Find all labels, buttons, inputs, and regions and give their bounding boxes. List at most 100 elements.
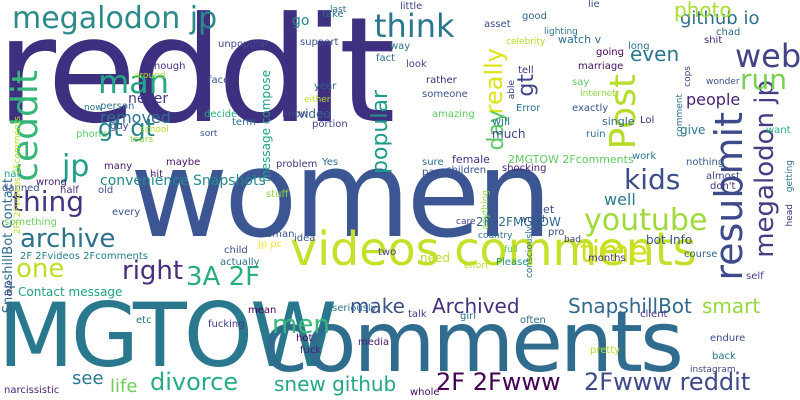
word-men: men [272, 310, 330, 340]
word-often: often [520, 315, 546, 326]
word-never: never [128, 91, 169, 107]
word-reddit: reddit [0, 0, 396, 156]
word-lighting: lighting [544, 27, 578, 37]
word-know: know [282, 109, 309, 120]
word-etc: etc [136, 315, 152, 326]
word-comments: comments [262, 293, 684, 391]
word-give: give [680, 123, 706, 137]
word-children: children [446, 165, 487, 176]
word-mean: mean [248, 305, 277, 316]
word-exactly: exactly [572, 103, 609, 114]
word-fucking: fucking [208, 319, 245, 330]
word-even: even [630, 42, 680, 66]
word-think: think [374, 7, 455, 45]
word-able: able [507, 80, 517, 100]
word-effort: effort [464, 261, 489, 271]
word-sort: sort [200, 129, 218, 139]
word-2fvideos-2fcomments: 2F 2Fvideos 2Fcomments [20, 251, 148, 262]
word-2fwww-reddit: 2Fwww reddit [584, 368, 751, 396]
word-rather: rather [426, 75, 457, 86]
word-around: around [134, 71, 166, 81]
word-months: months [588, 253, 626, 264]
word-kids: kids [624, 163, 681, 196]
word-tours: tours [130, 135, 154, 145]
word-child: child [224, 245, 248, 256]
word-removed: removed [100, 108, 171, 127]
word-someone: someone [422, 89, 468, 100]
word-old: old [98, 185, 114, 196]
word-celebrity: celebrity [506, 37, 546, 47]
word-snapshillbot: SnapshillBot [568, 294, 692, 318]
word-maybe: maybe [166, 157, 201, 168]
word-endure: endure [710, 333, 746, 344]
word-go: go [292, 13, 310, 29]
word-let: let [540, 203, 555, 216]
word-popular: popular [368, 90, 393, 174]
word-jp-pc: jp pc [258, 239, 283, 250]
word-guy: guy [110, 121, 129, 132]
word-term: term [232, 117, 256, 128]
word-going: going [596, 47, 624, 58]
word-single: single [602, 115, 635, 128]
word-chad: chad [716, 27, 741, 38]
word-hit: hit [150, 169, 164, 180]
word-2fr-2fvideos-2fcomments: 2Fr 2Fvideos 2Fcomments [13, 116, 23, 235]
word-instagram: instagram [690, 365, 736, 375]
word-asset: asset [484, 19, 511, 30]
word-actually: actually [220, 257, 260, 268]
word-megalodon-jp: megalodon jp [12, 1, 218, 36]
word-something: something [4, 217, 57, 228]
word-female: female [452, 153, 490, 166]
word-client: client [640, 309, 668, 320]
word-women: women [130, 126, 552, 265]
word-school: school [140, 125, 169, 135]
word-github-io: github io [680, 8, 760, 29]
word-amazing: amazing [432, 109, 475, 120]
word-idea: idea [294, 233, 316, 244]
word-talk: talk [408, 309, 427, 320]
word-bad: bad [564, 235, 581, 245]
word-cops: cops [683, 66, 693, 87]
word-fuck: fuck [300, 345, 322, 356]
word-every: every [112, 207, 141, 218]
word-media: media [358, 337, 390, 348]
word-error: Error [516, 103, 541, 114]
word-smart: smart [702, 294, 761, 318]
word-half: half [60, 185, 79, 196]
word-stuff: stuff [266, 189, 289, 200]
word-lol: Lol [640, 115, 655, 126]
word-video: video [298, 107, 331, 121]
word-well: well [604, 190, 636, 209]
word-good: good [522, 11, 547, 22]
word-way: way [390, 41, 411, 52]
word-pro: pro [548, 227, 565, 238]
word-bot-info: bot Info [646, 233, 693, 247]
word-many: many [104, 161, 133, 172]
word-fact: fact [376, 53, 396, 64]
word-two: two [378, 247, 397, 258]
word-look: look [406, 59, 427, 70]
word-web: web [735, 37, 800, 75]
word-people: people [686, 90, 741, 109]
word-want: want [766, 125, 791, 136]
word-2fr-2fmgtow: 2Fr 2FMGTOW [476, 215, 561, 229]
word-almost: almost [706, 171, 740, 182]
word-back: back [712, 351, 736, 362]
word-megalodon-jp-vertical: megalodon jp [750, 80, 780, 258]
word-post: Post [603, 74, 644, 150]
word-marriage: marriage [578, 61, 624, 72]
word-shocking: shocking [502, 163, 547, 174]
word-now: now [84, 103, 103, 113]
word-ruin: ruin [586, 129, 606, 140]
word-face: face [208, 75, 230, 86]
word-world: world [520, 215, 545, 225]
word-say: say [572, 77, 590, 88]
word-hot: hot [296, 333, 313, 344]
word-unpopular: unpopular [218, 39, 269, 50]
word-little: little [400, 1, 423, 12]
word-pretty: pretty [590, 345, 621, 356]
word-work: work [632, 151, 657, 162]
word-much: much [492, 127, 526, 141]
word-care: care [456, 217, 476, 227]
